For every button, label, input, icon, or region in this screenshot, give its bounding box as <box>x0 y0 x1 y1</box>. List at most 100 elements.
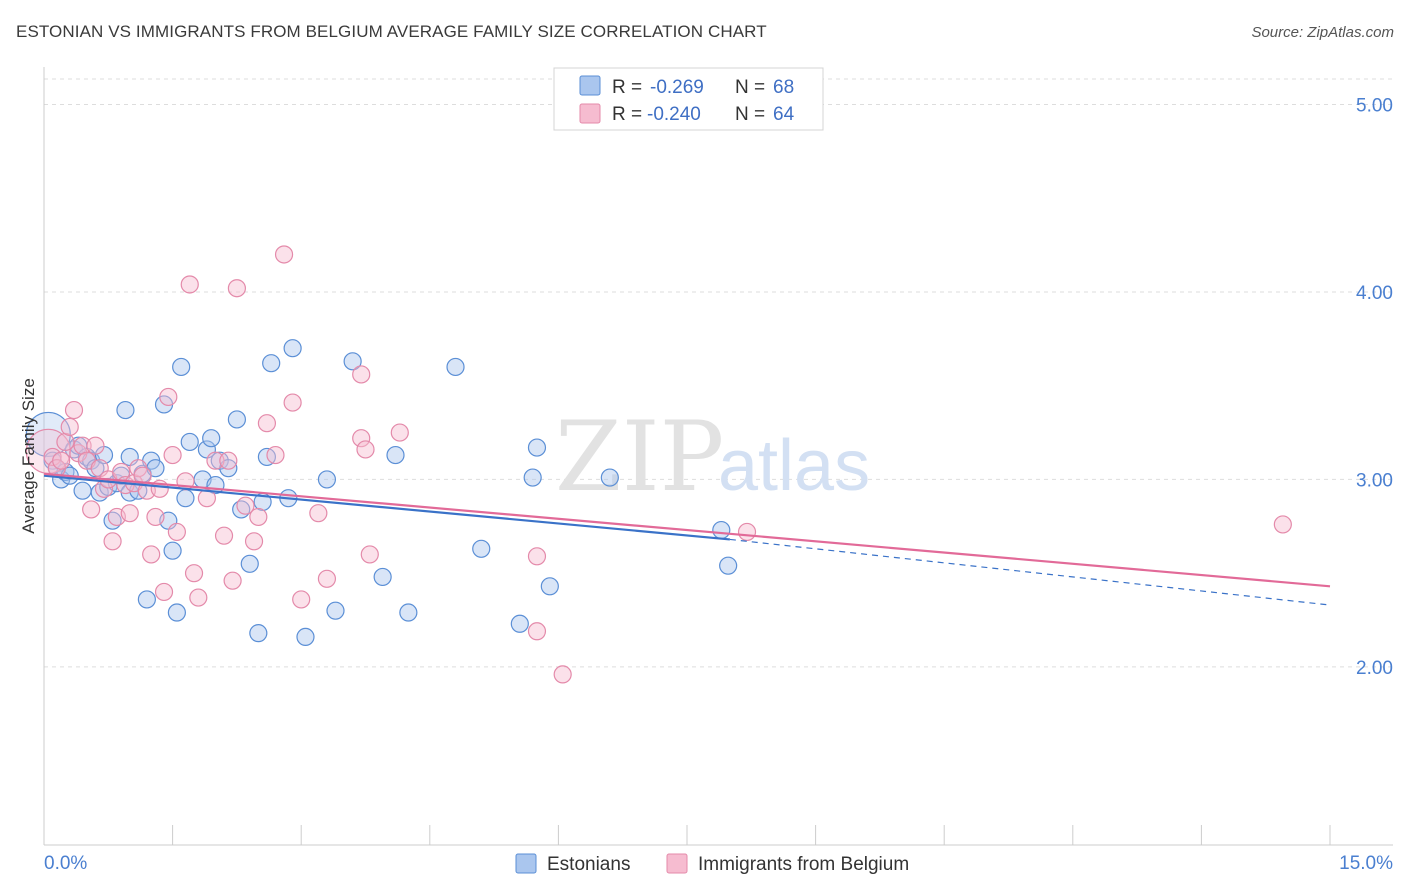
belgium-point-36 <box>206 451 225 470</box>
belgium-point-24 <box>142 545 161 564</box>
belgium-point-55 <box>390 423 409 442</box>
belgium-point-53 <box>356 440 375 459</box>
belgium-point-32 <box>180 275 199 294</box>
belgium-point-60 <box>1273 515 1292 534</box>
belgium-point-33 <box>184 564 204 583</box>
belgium-point-29 <box>163 445 182 465</box>
estonians-point-48 <box>296 627 315 647</box>
estonians-point-35 <box>202 429 221 448</box>
belgium-point-42 <box>244 532 264 551</box>
estonians-point-42 <box>249 624 268 643</box>
legend-n-label-1: N = <box>735 77 765 98</box>
belgium-point-44 <box>257 414 277 433</box>
belgium-trend-line <box>43 472 1331 588</box>
belgium-point-35 <box>197 489 216 508</box>
estonians-trend-extension <box>729 538 1331 606</box>
series-legend: Estonians Immigrants from Belgium <box>515 853 909 875</box>
estonians-point-52 <box>373 567 392 587</box>
estonians-point-47 <box>283 339 302 358</box>
belgium-point-34 <box>189 588 208 607</box>
estonians-point-57 <box>510 614 529 633</box>
estonians-point-29 <box>167 603 186 622</box>
belgium-point-40 <box>227 279 246 298</box>
estonians-point-62 <box>712 520 731 540</box>
belgium-point-4 <box>56 432 75 452</box>
estonians-point-8 <box>73 481 92 500</box>
belgium-point-8 <box>73 436 92 455</box>
belgium-point-38 <box>219 451 238 470</box>
correlation-legend: R = -0.269 N = 68 R = -0.240 N = 64 <box>553 67 824 131</box>
belgium-point-54 <box>360 545 379 564</box>
belgium-point-28 <box>159 387 178 407</box>
belgium-point-50 <box>317 569 337 588</box>
estonians-point-53 <box>386 445 405 465</box>
y-tick-labels: 2.00 3.00 4.00 5.00 <box>1356 95 1393 678</box>
x-tick-label-left: 0.0% <box>44 853 87 874</box>
belgium-point-49 <box>309 504 328 523</box>
estonians-point-63 <box>719 556 738 575</box>
belgium-point-52 <box>352 429 371 448</box>
belgium-point-37 <box>214 526 234 545</box>
estonians-point-49 <box>317 470 337 489</box>
belgium-point-59 <box>737 522 757 542</box>
belgium-point-41 <box>236 496 255 515</box>
estonians-point-30 <box>172 357 191 377</box>
estonians-point-23 <box>137 590 156 609</box>
belgium-point-30 <box>167 522 186 542</box>
estonians-point-60 <box>540 577 559 596</box>
legend-swatch-blue <box>579 75 601 96</box>
legend-n-value-2: 64 <box>773 104 795 125</box>
estonians-point-45 <box>262 354 281 373</box>
estonians-point-41 <box>240 554 259 573</box>
belgium-point-6 <box>64 400 84 420</box>
belgium-point-46 <box>274 245 294 264</box>
estonians-point-18 <box>116 400 135 420</box>
y-tick-label-2: 4.00 <box>1356 283 1393 304</box>
estonians-point-55 <box>446 357 465 377</box>
belgium-point-11 <box>86 436 105 455</box>
y-axis-title: Average Family Size <box>19 378 38 534</box>
watermark: ZIP atlas <box>555 401 870 513</box>
belgium-point-51 <box>352 365 371 384</box>
legend-r-label-1: R = <box>612 77 642 98</box>
estonians-point-54 <box>399 603 418 622</box>
axes <box>43 67 1393 846</box>
x-tick-label-right: 15.0% <box>1339 853 1393 874</box>
legend-n-label-2: N = <box>735 104 765 125</box>
legend-r-label-2: R = <box>612 104 642 125</box>
watermark-zip: ZIP <box>555 401 724 513</box>
chart-title: ESTONIAN VS IMMIGRANTS FROM BELGIUM AVER… <box>16 22 767 41</box>
estonians-point-39 <box>227 410 246 429</box>
bottom-legend-belgium: Immigrants from Belgium <box>698 854 909 875</box>
legend-r-value-1: -0.269 <box>650 77 704 98</box>
belgium-point-48 <box>292 590 311 609</box>
belgium-point-58 <box>553 665 572 684</box>
belgium-point-43 <box>249 507 268 527</box>
chart-source: Source: ZipAtlas.com <box>1251 24 1394 41</box>
belgium-point-15 <box>103 532 122 551</box>
watermark-atlas: atlas <box>718 426 870 506</box>
belgium-point-10 <box>82 500 101 519</box>
estonians-point-31 <box>176 489 195 508</box>
belgium-point-3 <box>52 451 71 470</box>
legend-n-value-1: 68 <box>773 77 794 98</box>
grid-lines <box>44 78 1393 668</box>
belgium-point-57 <box>527 622 547 641</box>
estonians-point-56 <box>472 539 491 558</box>
y-tick-label-1: 3.00 <box>1356 470 1393 491</box>
estonians-trend-line <box>43 474 730 541</box>
estonians-point-51 <box>343 352 362 371</box>
belgium-point-47 <box>283 393 302 412</box>
trend-lines <box>43 472 1331 606</box>
belgium-point-56 <box>527 547 547 566</box>
bottom-legend-swatch-estonians <box>515 853 537 874</box>
bottom-legend-swatch-belgium <box>666 853 688 874</box>
estonians-point-32 <box>180 432 199 452</box>
estonians-point-61 <box>600 468 619 487</box>
belgium-point-19 <box>120 504 139 523</box>
belgium-point-39 <box>223 571 242 590</box>
bottom-legend-estonians: Estonians <box>547 854 630 875</box>
belgium-point-27 <box>154 582 174 602</box>
estonians-point-58 <box>523 468 542 487</box>
